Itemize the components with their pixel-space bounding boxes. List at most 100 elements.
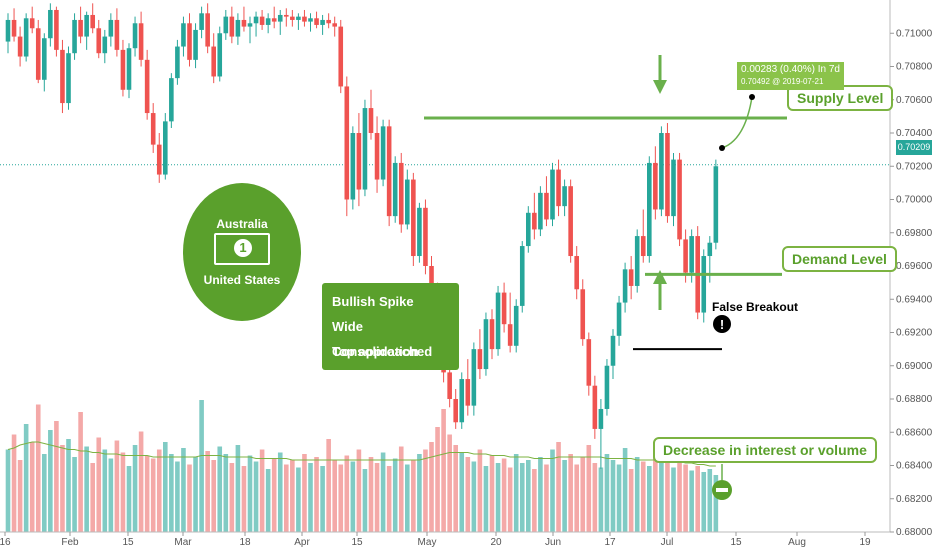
candle-body	[271, 18, 277, 22]
volume-bar	[132, 445, 138, 532]
volume-bar	[598, 467, 604, 532]
volume-bar	[374, 463, 380, 532]
volume-bar	[665, 458, 670, 532]
volume-bar	[17, 460, 23, 532]
volume-bar	[713, 475, 719, 532]
y-tick-label: 0.68600	[896, 427, 932, 438]
volume-bar	[199, 400, 204, 532]
candle-body	[398, 162, 404, 225]
candle-body	[120, 49, 126, 90]
volume-bar	[610, 460, 616, 532]
candle-body	[544, 192, 549, 220]
volume-bar	[314, 457, 319, 532]
candle-body	[592, 385, 598, 429]
candle-body	[453, 399, 458, 423]
volume-bar	[78, 412, 83, 532]
volume-bar	[671, 467, 676, 532]
minus-icon	[716, 488, 728, 492]
volume-bar	[453, 445, 458, 532]
y-tick-label: 0.69800	[896, 228, 932, 239]
volume-bar	[417, 454, 422, 532]
candle-body	[181, 23, 186, 47]
candle-body	[72, 19, 77, 54]
candle-body	[532, 212, 537, 230]
volume-bar	[241, 466, 247, 532]
candle-body	[17, 36, 23, 57]
candle-body	[277, 14, 283, 22]
volume-bar	[181, 448, 186, 532]
volume-bar	[580, 457, 586, 532]
candle-body	[677, 159, 682, 240]
volume-bar	[513, 454, 519, 532]
currency-pair-logo: Australia 1 United States	[183, 183, 301, 321]
volume-bar	[120, 452, 126, 532]
volume-bar	[677, 461, 682, 532]
volume-bar	[259, 449, 265, 532]
y-tick-label: 0.69200	[896, 328, 932, 339]
candle-body	[175, 46, 180, 79]
candle-body	[713, 166, 719, 243]
volume-bar	[411, 460, 416, 532]
projection-main-text: 0.00283 (0.40%) In 7d	[741, 64, 840, 75]
candle-body	[96, 28, 102, 54]
warning-icon-glyph: !	[720, 317, 724, 332]
candle-body	[223, 16, 229, 34]
candle-body	[23, 18, 29, 57]
logo-coin: 1	[234, 239, 252, 257]
note-wide-consolidation: Wide Consolidation	[332, 319, 419, 359]
candle-body	[495, 292, 501, 350]
candle-body	[604, 365, 610, 409]
volume-bar	[29, 442, 35, 532]
volume-bar	[447, 434, 452, 532]
candle-body	[610, 335, 616, 366]
candle-body	[356, 133, 362, 190]
candle-body	[332, 23, 337, 27]
volume-bar	[277, 452, 283, 532]
candle-body	[556, 169, 561, 207]
note-bullish-spike: Bullish Spike	[332, 294, 414, 309]
candle-body	[411, 179, 416, 257]
candle-body	[477, 349, 483, 370]
x-tick-label: 15	[122, 537, 134, 548]
candle-body	[562, 186, 567, 207]
candle-body	[211, 46, 216, 77]
volume-bar	[23, 424, 29, 532]
candle-body	[235, 19, 241, 37]
candle-body	[302, 16, 307, 22]
candle-body	[465, 379, 471, 406]
volume-bar	[169, 454, 174, 532]
volume-bar	[659, 463, 664, 532]
volume-bar	[108, 458, 114, 532]
candle-body	[616, 302, 622, 336]
demand-level-label: Demand Level	[782, 246, 897, 272]
volume-bar	[574, 464, 579, 532]
volume-bar	[628, 469, 634, 532]
candle-body	[150, 113, 156, 145]
candle-body	[290, 16, 295, 20]
x-tick-label: Aug	[788, 537, 806, 548]
volume-histogram	[5, 400, 719, 532]
volume-moving-average	[7, 441, 716, 467]
volume-bar	[604, 454, 610, 532]
volume-bar	[356, 449, 362, 532]
volume-bar	[477, 449, 483, 532]
false-breakout-label: False Breakout	[712, 300, 799, 314]
volume-bar	[338, 464, 344, 532]
candle-body	[471, 349, 477, 406]
candle-body	[392, 162, 398, 217]
candle-body	[417, 207, 422, 257]
y-tick-label: 0.69400	[896, 294, 932, 305]
candle-body	[550, 169, 555, 220]
candle-body	[84, 14, 89, 37]
x-tick-label: Mar	[174, 537, 192, 548]
candle-body	[665, 133, 670, 217]
volume-bar	[405, 464, 410, 532]
volume-bar	[66, 439, 71, 532]
volume-bar	[501, 458, 507, 532]
candle-body	[519, 246, 525, 306]
candle-body	[659, 133, 664, 210]
volume-bar	[54, 421, 59, 532]
volume-bar	[265, 469, 271, 532]
candle-body	[42, 38, 47, 80]
